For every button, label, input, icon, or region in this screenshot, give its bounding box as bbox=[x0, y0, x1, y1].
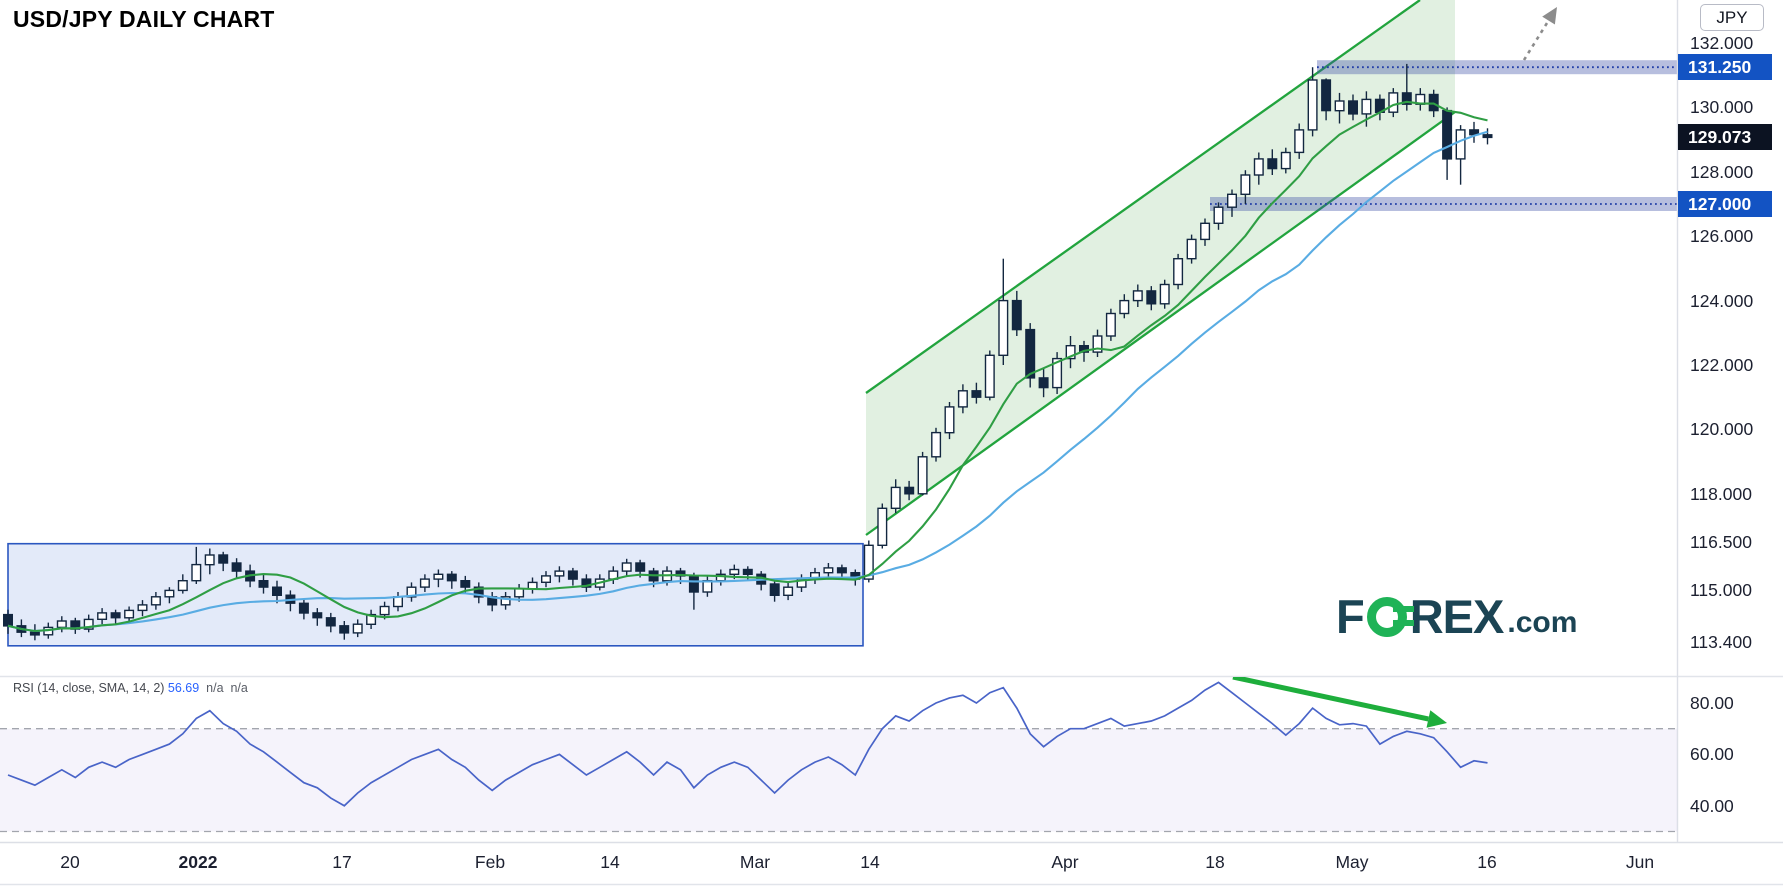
price-axis-label: 118.000 bbox=[1690, 483, 1752, 504]
watermark-letters-rex: REX bbox=[1409, 589, 1505, 643]
forex-o-currency-icon bbox=[1366, 597, 1414, 637]
time-axis-label: 20 bbox=[60, 852, 80, 872]
forex-watermark: F REX .com bbox=[1336, 592, 1577, 640]
price-axis-label: 113.400 bbox=[1690, 631, 1752, 652]
rsi-axis-label: 80.00 bbox=[1690, 693, 1734, 713]
price-axis-label: 132.000 bbox=[1690, 33, 1754, 53]
price-axis-label: 116.500 bbox=[1690, 532, 1752, 553]
time-axis-label: 17 bbox=[332, 852, 352, 872]
price-axis-label: 115.000 bbox=[1690, 580, 1752, 601]
last-price-badge: 129.073 bbox=[1678, 124, 1772, 151]
currency-badge: JPY bbox=[1700, 4, 1764, 31]
price-axis-label: 126.000 bbox=[1690, 226, 1754, 247]
rsi-legend-name: RSI (14, close, SMA, 14, 2) bbox=[13, 681, 168, 695]
price-axis-label: 122.000 bbox=[1690, 355, 1754, 375]
time-axis-label: 14 bbox=[860, 852, 880, 872]
support-price-badge: 127.000 bbox=[1678, 191, 1772, 217]
watermark-dot-com: .com bbox=[1507, 606, 1578, 639]
rsi-indicator-legend[interactable]: RSI (14, close, SMA, 14, 2) 56.69 n/a n/… bbox=[13, 681, 248, 695]
time-axis-label: Mar bbox=[739, 852, 771, 872]
rsi-axis-label: 40.00 bbox=[1690, 795, 1734, 816]
chart-title: USD/JPY DAILY CHART bbox=[13, 6, 275, 32]
time-axis-label: Apr bbox=[1051, 852, 1079, 872]
rsi-legend-extra: n/a n/a bbox=[199, 681, 248, 695]
price-axis-label: 120.000 bbox=[1690, 419, 1754, 440]
rsi-axis-label: 60.00 bbox=[1690, 744, 1734, 765]
time-axis-label: 18 bbox=[1205, 852, 1225, 872]
time-axis-label: Feb bbox=[474, 852, 506, 872]
price-axis-label: 128.000 bbox=[1690, 161, 1754, 182]
resistance-price-badge: 131.250 bbox=[1678, 54, 1772, 81]
time-axis-label: 16 bbox=[1477, 852, 1497, 872]
time-axis-label: May bbox=[1335, 852, 1369, 872]
watermark-letter-f: F bbox=[1336, 589, 1365, 643]
time-axis-label: 2022 bbox=[178, 852, 218, 872]
time-axis-label: Jun bbox=[1625, 852, 1655, 872]
time-axis-label: 14 bbox=[600, 852, 620, 872]
price-axis-label: 124.000 bbox=[1690, 290, 1754, 311]
price-axis-label: 130.000 bbox=[1690, 97, 1754, 118]
rsi-legend-value: 56.69 bbox=[167, 681, 200, 695]
